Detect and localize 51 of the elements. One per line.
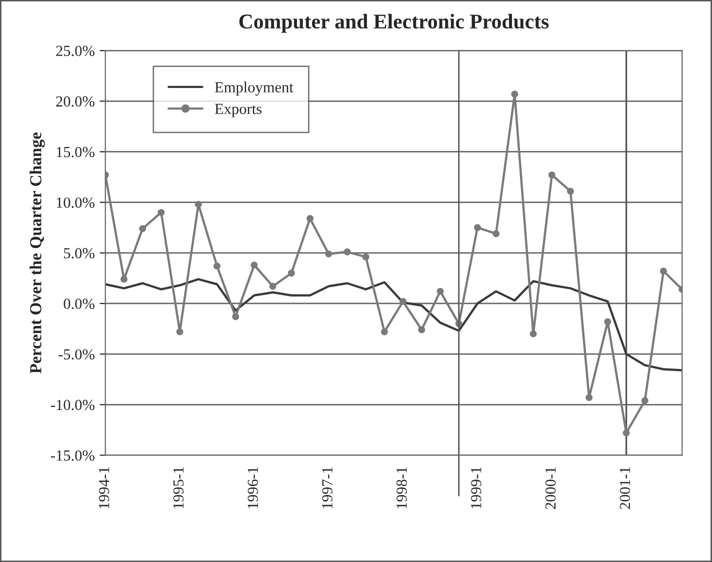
point bbox=[194, 200, 202, 208]
y-tick-label: 20.0% bbox=[56, 96, 94, 107]
point bbox=[306, 215, 314, 222]
line-series bbox=[105, 278, 682, 372]
y-tick-label: -5.0% bbox=[58, 349, 94, 360]
y-tick-label: 0.0% bbox=[64, 298, 94, 309]
legend-label: Exports bbox=[214, 104, 262, 118]
legend-label: Employment bbox=[214, 82, 294, 96]
x-tick-label: 1994-1 bbox=[98, 467, 110, 508]
point bbox=[418, 326, 426, 334]
point bbox=[436, 288, 444, 295]
point bbox=[622, 429, 630, 436]
point bbox=[567, 188, 574, 195]
point bbox=[660, 268, 667, 275]
y-tick-label: 25.0% bbox=[56, 46, 94, 56]
x-tick-label: 2000-1 bbox=[545, 467, 556, 509]
x-tick-label: 2001-1 bbox=[620, 467, 630, 509]
point bbox=[250, 262, 258, 269]
x-tick-label: 1996-1 bbox=[248, 467, 258, 508]
point bbox=[214, 262, 220, 270]
point bbox=[344, 248, 351, 256]
point bbox=[362, 253, 370, 260]
x-tick-label: 1999-1 bbox=[471, 467, 482, 508]
x-tick-label: 1997-1 bbox=[322, 467, 332, 508]
point bbox=[530, 330, 537, 338]
point bbox=[474, 224, 481, 232]
point bbox=[232, 313, 240, 320]
y-tick-label: -10.0% bbox=[50, 400, 94, 410]
point bbox=[176, 328, 184, 336]
point bbox=[586, 394, 593, 402]
point bbox=[325, 250, 332, 258]
point bbox=[139, 225, 146, 232]
point bbox=[548, 172, 556, 178]
point bbox=[492, 230, 500, 238]
y-tick-label: -15.0% bbox=[50, 450, 94, 461]
x-tick-label: 1995-1 bbox=[173, 467, 184, 508]
point bbox=[641, 397, 648, 404]
y-tick-label: 5.0% bbox=[64, 248, 94, 258]
point bbox=[511, 90, 518, 98]
point bbox=[288, 270, 295, 277]
point bbox=[604, 318, 612, 326]
y-tick-label: 15.0% bbox=[56, 146, 94, 158]
point bbox=[380, 328, 388, 336]
point bbox=[269, 282, 276, 290]
point bbox=[400, 298, 407, 305]
y-axis-title: Percent Over the Quarter Change bbox=[30, 132, 45, 374]
point bbox=[158, 208, 165, 216]
x-tick-label: 1998-1 bbox=[396, 467, 407, 508]
chart-title: Computer and Electronic Products bbox=[239, 14, 549, 33]
y-tick-label: 10.0% bbox=[56, 197, 94, 208]
point bbox=[120, 276, 128, 283]
